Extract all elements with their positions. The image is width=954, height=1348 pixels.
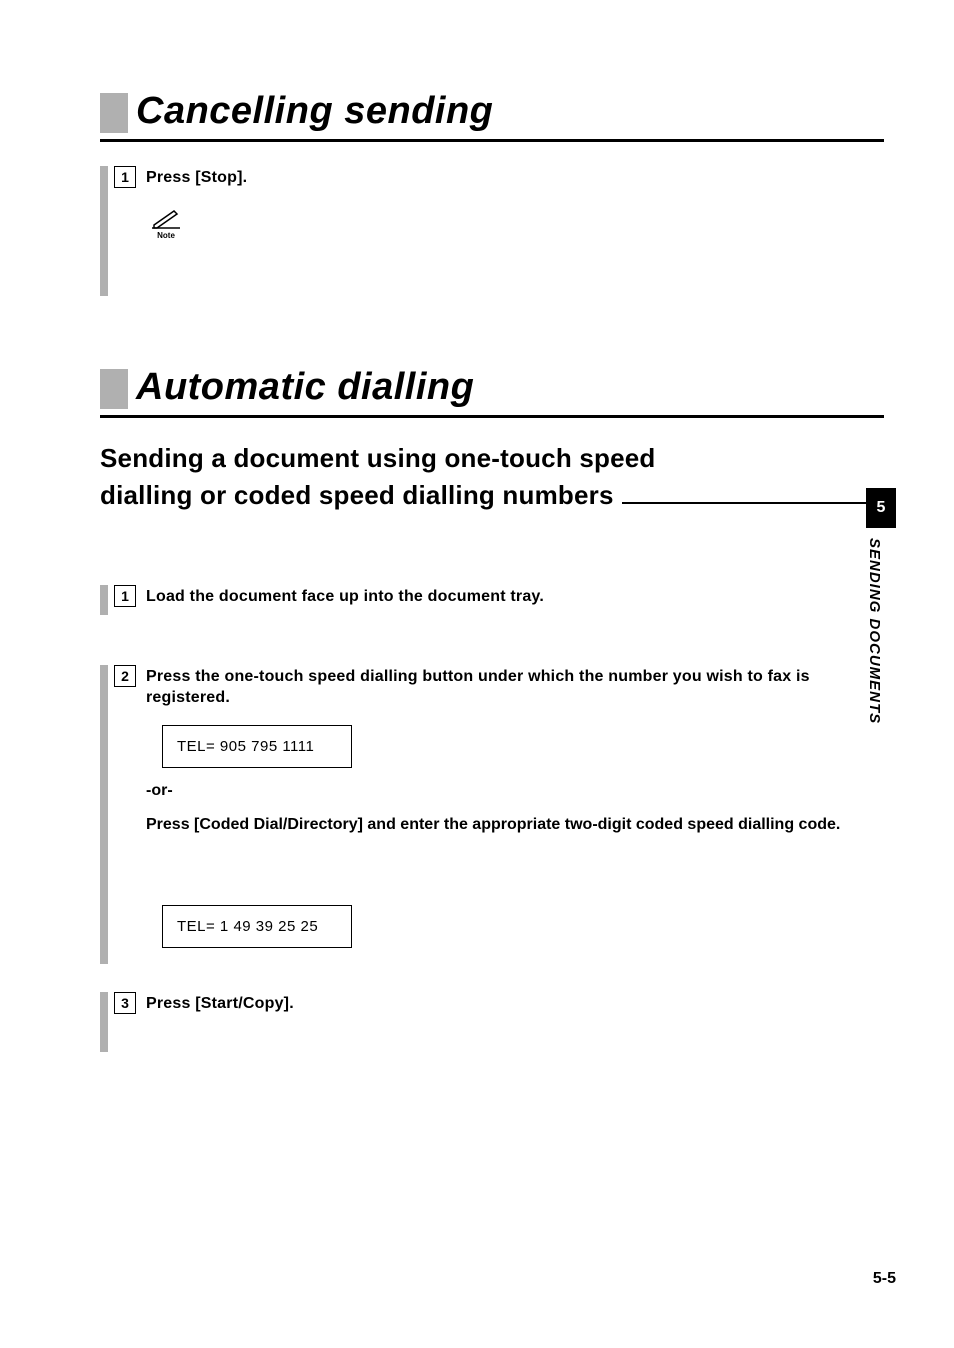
step-number-box: 1 [114,585,136,607]
step-text: Press [Stop]. [146,168,884,189]
step-text: Press the one-touch speed dialling butto… [146,667,884,709]
section-rule [100,139,884,142]
step-text-alt: Press [Coded Dial/Directory] and enter t… [146,814,884,836]
lcd-display-box: TEL= 1 49 39 25 25 [162,905,352,948]
step-accent-bar [100,166,108,296]
subsection-heading: Sending a document using one-touch speed… [100,442,884,515]
chapter-number-box: 5 [866,488,896,528]
heading-accent-block [100,93,128,133]
chapter-side-tab: 5 SENDING DOCUMENTS [866,488,896,808]
note-pencil-icon [152,207,180,229]
step-number-box: 3 [114,992,136,1014]
heading-accent-block [100,369,128,409]
lcd-display-box: TEL= 905 795 1111 [162,725,352,768]
step-number: 2 [121,668,129,684]
subsection-dash-rule [622,492,884,504]
step-accent-bar [100,992,108,1052]
step-number: 1 [121,169,129,185]
subsection-title-line1: Sending a document using one-touch speed [100,442,884,475]
step-1: 1 Press [Stop]. Note [100,166,884,296]
manual-page: Cancelling sending 1 Press [Stop]. Note [0,0,954,1348]
or-separator: -or- [146,782,884,800]
lcd-text: TEL= 1 49 39 25 25 [177,918,318,935]
step-accent-bar [100,585,108,615]
subsection-title-line2: dialling or coded speed dialling numbers [100,479,614,512]
step-number-box: 2 [114,665,136,687]
step-number: 1 [121,588,129,604]
step-number-box: 1 [114,166,136,188]
step-1: 1 Load the document face up into the doc… [100,585,884,615]
lcd-text: TEL= 905 795 1111 [177,738,314,755]
note-label: Note [152,231,180,240]
section-cancelling-sending: Cancelling sending 1 Press [Stop]. Note [100,90,884,296]
chapter-number: 5 [877,499,886,517]
step-text: Load the document face up into the docum… [146,587,884,608]
step-3: 3 Press [Start/Copy]. [100,992,884,1052]
section-rule [100,415,884,418]
section-heading: Automatic dialling [100,366,884,409]
step-2: 2 Press the one-touch speed dialling but… [100,665,884,964]
step-accent-bar [100,665,108,964]
section-automatic-dialling: Automatic dialling Sending a document us… [100,366,884,1052]
section-title: Cancelling sending [136,90,493,133]
note-block: Note [152,207,884,240]
section-title: Automatic dialling [136,366,474,409]
step-number: 3 [121,995,129,1011]
page-number: 5-5 [873,1270,896,1288]
section-heading: Cancelling sending [100,90,884,133]
chapter-label: SENDING DOCUMENTS [866,538,883,798]
step-text: Press [Start/Copy]. [146,994,884,1015]
